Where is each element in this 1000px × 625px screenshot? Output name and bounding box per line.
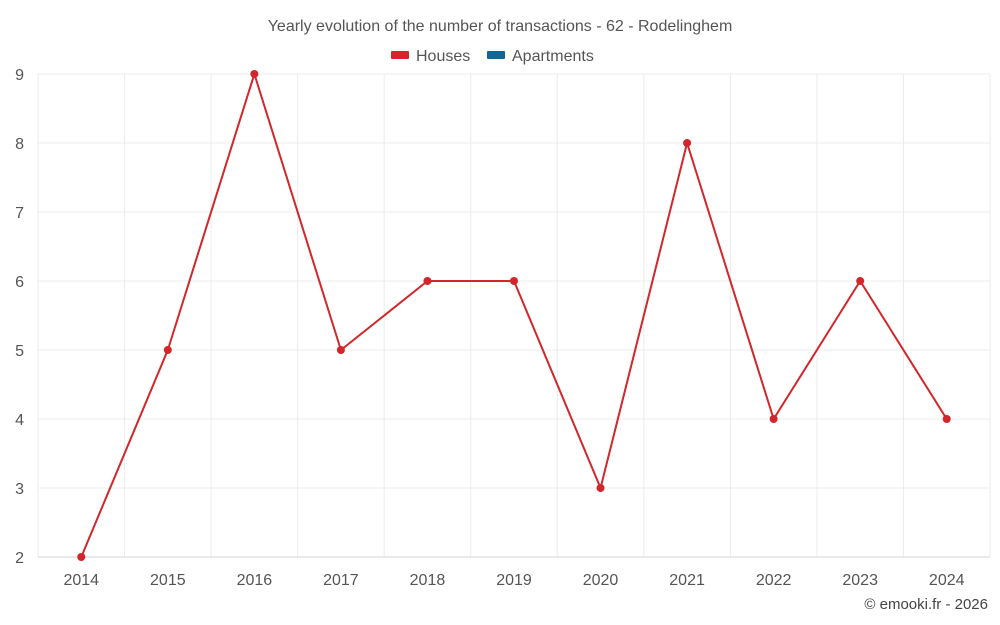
y-tick-label: 9 — [15, 67, 24, 84]
data-point-houses[interactable] — [856, 277, 865, 285]
x-tick-label: 2016 — [237, 572, 273, 589]
x-tick-label: 2024 — [929, 572, 965, 589]
y-tick-label: 5 — [15, 343, 24, 360]
legend-item-houses[interactable]: Houses — [391, 48, 470, 65]
y-tick-label: 6 — [15, 274, 24, 291]
data-point-houses[interactable] — [423, 277, 432, 285]
y-tick-label: 8 — [15, 136, 24, 153]
y-tick-label: 2 — [15, 550, 24, 567]
data-point-houses[interactable] — [510, 277, 518, 285]
data-point-houses[interactable] — [683, 139, 692, 147]
y-tick-label: 3 — [15, 481, 24, 498]
data-point-houses[interactable] — [77, 553, 86, 561]
legend-label-apartments: Apartments — [512, 48, 594, 65]
x-axis: 2014 2015 2016 2017 2018 2019 2020 2021 2022 2023… — [38, 556, 990, 589]
x-tick-label: 2023 — [842, 572, 878, 589]
data-point-houses[interactable] — [163, 346, 172, 354]
legend-swatch-apartments — [487, 51, 505, 59]
x-tick-label: 2017 — [323, 572, 359, 589]
credit-text: © emooki.fr - 2026 — [864, 596, 988, 613]
data-point-houses[interactable] — [596, 484, 605, 492]
x-tick-label: 2019 — [496, 572, 532, 589]
x-tick-label: 2018 — [410, 572, 446, 589]
data-point-houses[interactable] — [250, 70, 259, 78]
x-tick-label: 2015 — [150, 572, 186, 589]
legend: Houses Apartments — [391, 48, 594, 65]
x-tick-label: 2021 — [669, 572, 705, 589]
data-point-houses[interactable] — [769, 415, 778, 423]
data-point-houses[interactable] — [942, 415, 951, 423]
y-tick-label: 7 — [15, 205, 24, 222]
x-tick-label: 2014 — [63, 572, 99, 589]
data-point-houses[interactable] — [336, 346, 345, 354]
y-tick-label: 4 — [15, 412, 24, 429]
legend-item-apartments[interactable]: Apartments — [487, 48, 594, 65]
y-axis: 2 3 4 5 6 7 8 9 — [15, 67, 24, 567]
series-layer — [77, 70, 951, 561]
legend-swatch-houses — [391, 51, 409, 59]
x-tick-label: 2020 — [583, 572, 619, 589]
x-tick-label: 2022 — [756, 572, 792, 589]
grid — [37, 73, 991, 557]
chart-title: Yearly evolution of the number of transa… — [268, 18, 733, 35]
legend-label-houses: Houses — [416, 48, 470, 65]
